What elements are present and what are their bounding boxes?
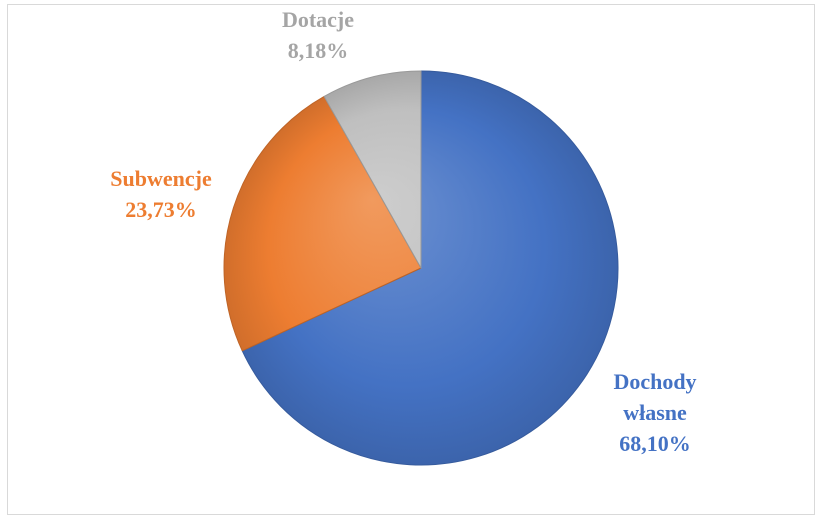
data-label-dochody-wlasne: Dochody własne 68,10% xyxy=(613,369,696,456)
data-label-category: Dochody xyxy=(613,369,696,394)
chart-area: Dochody własne 68,10% Subwencje 23,73% Dotacj… xyxy=(7,4,815,515)
data-label-value: 68,10% xyxy=(619,431,691,456)
data-label-category: własne xyxy=(623,400,687,425)
labels-layer: Dochody własne 68,10% Subwencje 23,73% Dotacj… xyxy=(110,7,696,456)
data-label-category: Subwencje xyxy=(110,166,212,191)
pie-chart: Dochody własne 68,10% Subwencje 23,73% Dotacj… xyxy=(110,7,697,466)
data-label-dotacje: Dotacje 8,18% xyxy=(282,7,354,63)
slices-layer xyxy=(223,70,619,466)
data-label-value: 8,18% xyxy=(288,38,349,63)
pie-slice-dochody-wlasne xyxy=(241,70,619,466)
data-label-category: Dotacje xyxy=(282,7,354,32)
pie-slice-subwencje xyxy=(223,95,422,352)
data-label-subwencje: Subwencje 23,73% xyxy=(110,166,212,222)
data-label-value: 23,73% xyxy=(125,197,197,222)
pie-slice-dotacje xyxy=(323,70,422,269)
